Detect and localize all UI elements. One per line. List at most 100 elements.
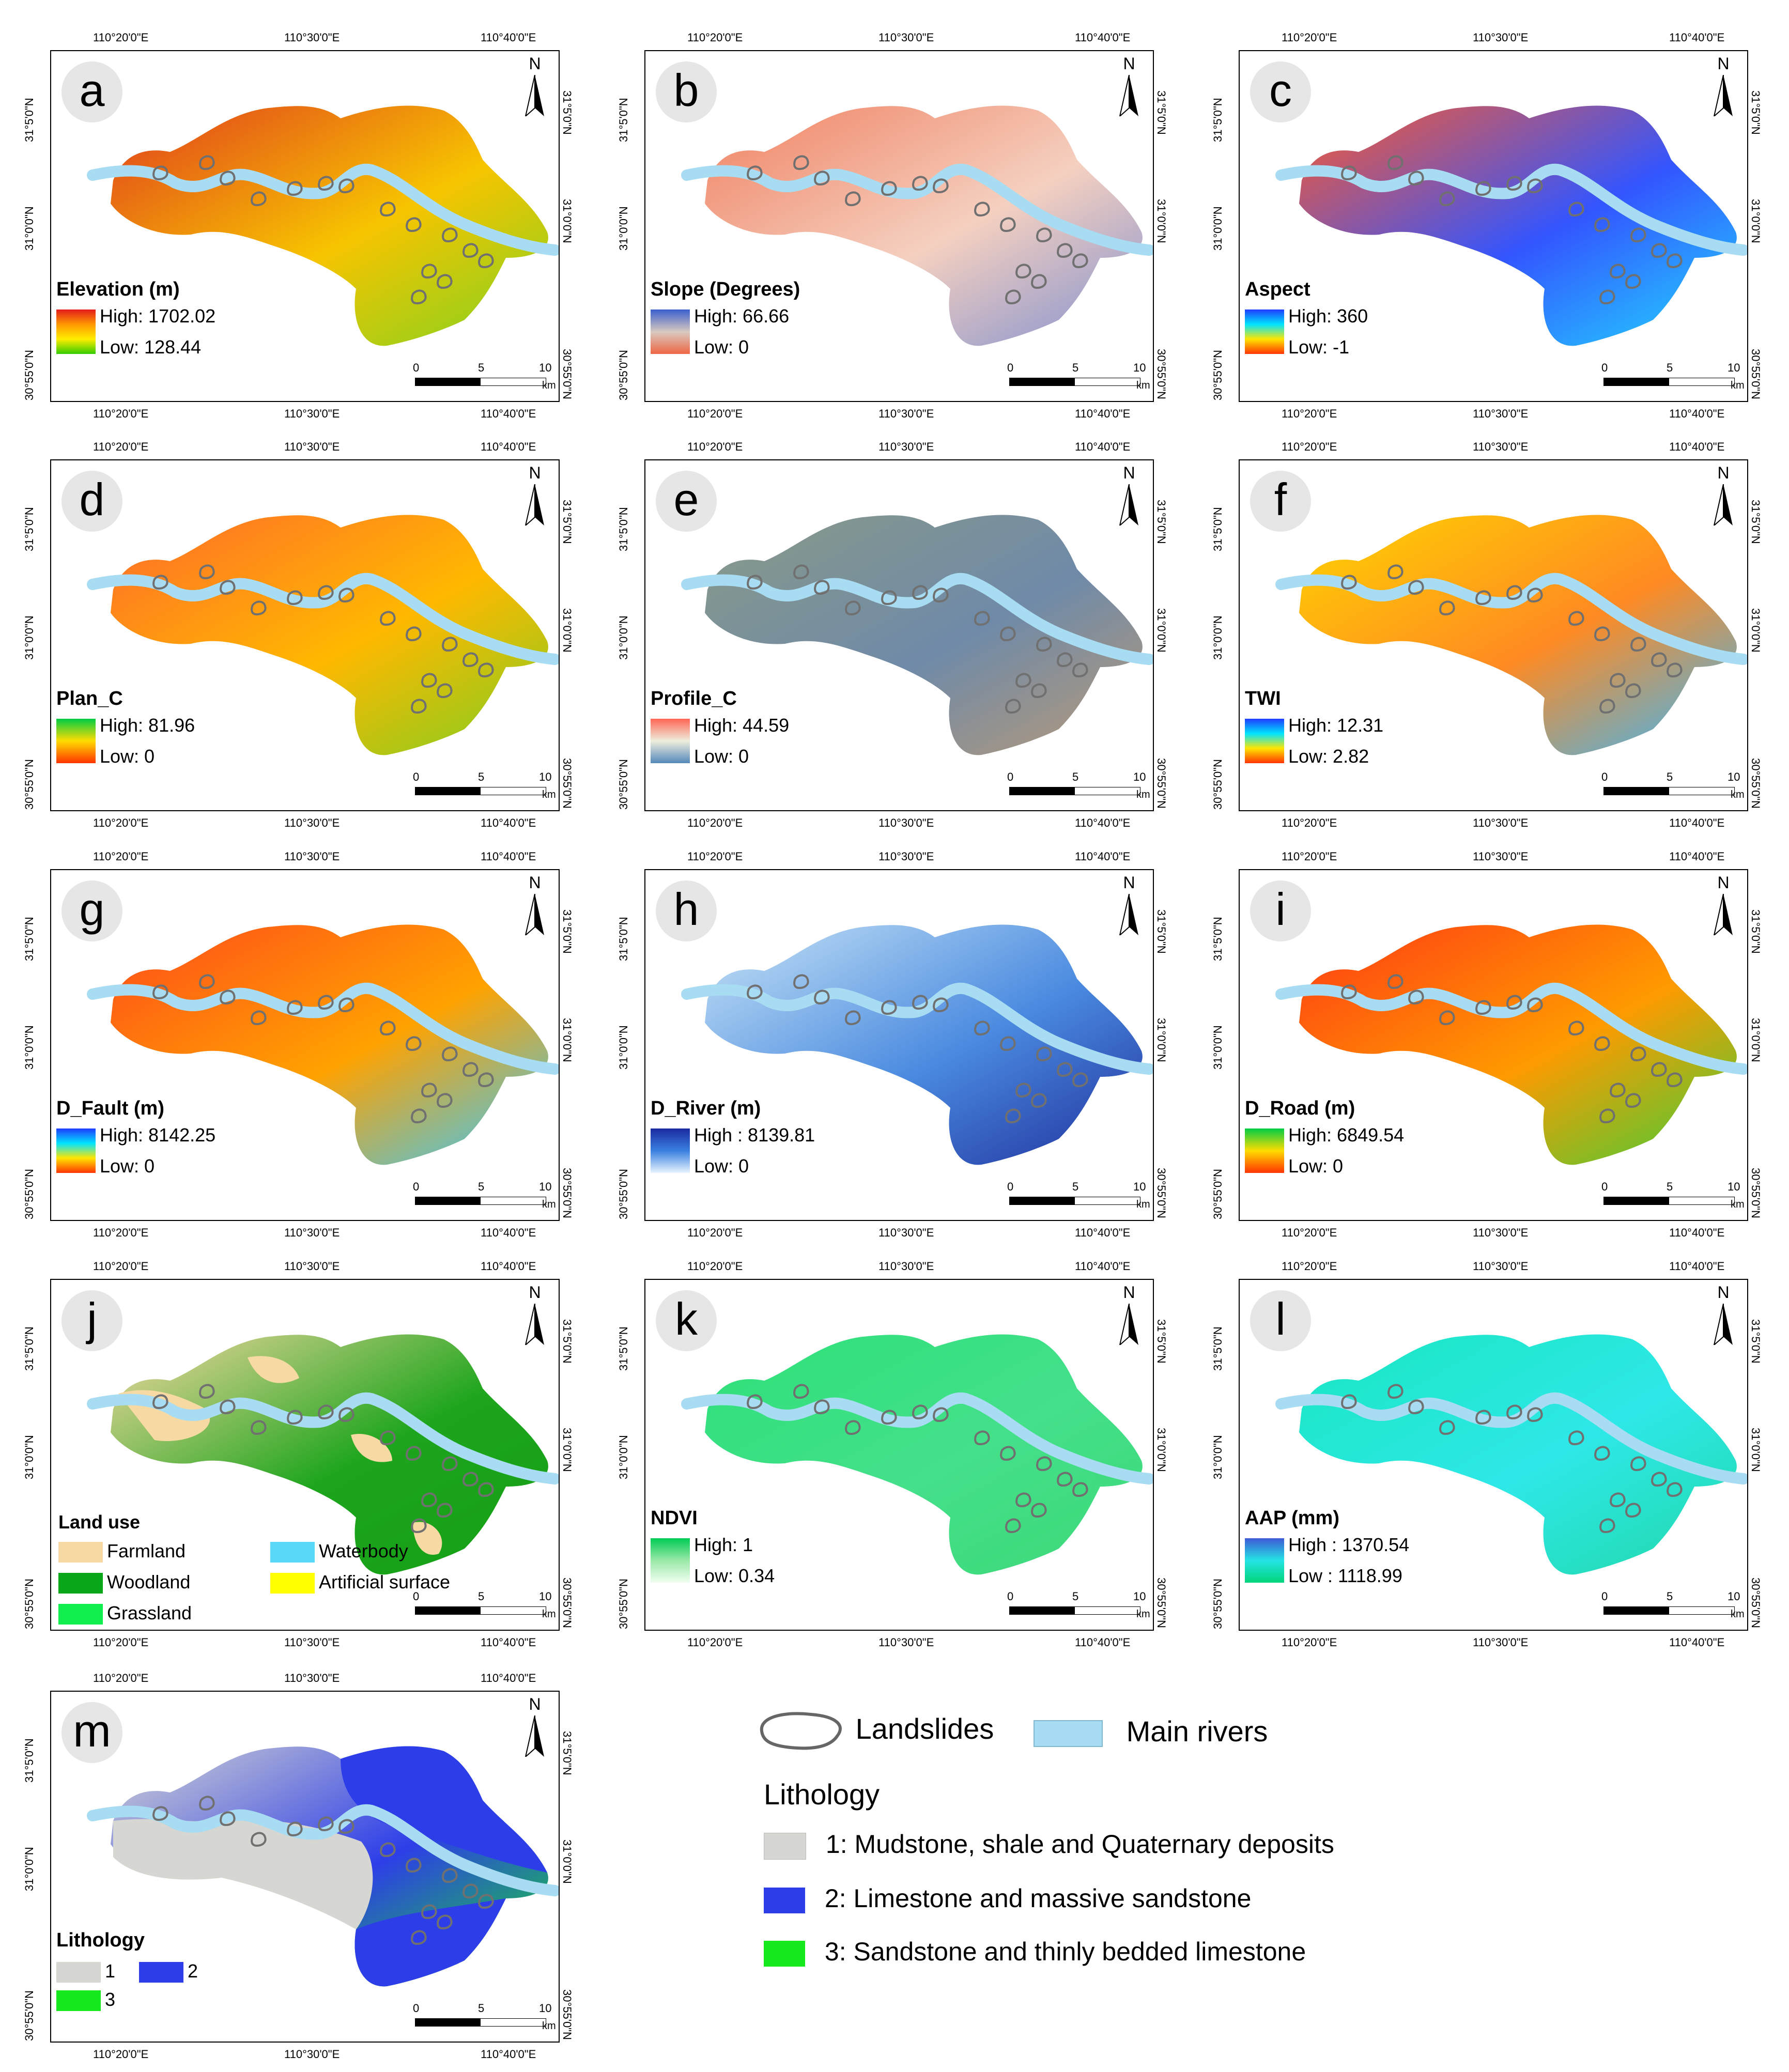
legend-landslides-row: Landslides bbox=[754, 1705, 994, 1757]
lat-tick-label: 30°55'0"N bbox=[23, 1169, 36, 1219]
landslide-polygon bbox=[152, 575, 168, 590]
legend-title: Profile_C bbox=[651, 688, 737, 709]
lon-tick-label: 110°20'0"E bbox=[687, 816, 743, 829]
landslide-polygon bbox=[442, 227, 458, 243]
landslide-polygon bbox=[152, 1394, 168, 1410]
north-label: N bbox=[1717, 1283, 1730, 1302]
north-arrow-icon: N bbox=[519, 1695, 550, 1762]
lat-tick-label: 30°55'0"N bbox=[617, 759, 630, 810]
landslide-polygon bbox=[478, 662, 494, 678]
lon-tick-label: 110°20'0"E bbox=[93, 1636, 149, 1649]
landslide-polygon bbox=[1005, 1518, 1021, 1534]
landslide-polygon bbox=[199, 1384, 215, 1399]
lithology-legend-item: 1 bbox=[56, 1960, 115, 1983]
lithology-3-label: 3: Sandstone and thinly bedded limestone bbox=[824, 1937, 1306, 1966]
scale-label: 0 bbox=[413, 1590, 420, 1603]
landslide-polygon bbox=[318, 176, 334, 191]
lon-tick-label: 110°40'0"E bbox=[481, 1260, 536, 1273]
scale-label: 10 bbox=[1133, 1180, 1146, 1193]
scale-bar-graphic bbox=[415, 378, 546, 386]
landslide-polygon bbox=[793, 564, 809, 580]
lat-tick-label: 31°5'0"N bbox=[1155, 500, 1168, 544]
scale-bar: 0 5 10 km bbox=[1007, 770, 1150, 807]
scale-bar-graphic bbox=[1603, 378, 1735, 386]
lithology-1-swatch bbox=[764, 1832, 806, 1860]
scale-bar: 0 5 10 km bbox=[1007, 361, 1150, 397]
north-arrow-icon: N bbox=[519, 54, 550, 121]
lithology-2-swatch bbox=[764, 1887, 805, 1913]
lat-tick-label: 31°0'0"N bbox=[1211, 1435, 1224, 1479]
lat-tick-label: 31°0'0"N bbox=[617, 615, 630, 660]
lat-tick-label: 31°5'0"N bbox=[617, 507, 630, 551]
lat-tick-label: 31°0'0"N bbox=[23, 1025, 36, 1070]
scale-bar: 0 5 10 km bbox=[1601, 1180, 1745, 1216]
lon-tick-label: 110°40'0"E bbox=[481, 1636, 536, 1649]
scale-label: 0 bbox=[1601, 1590, 1608, 1603]
landslide-polygon bbox=[1527, 178, 1543, 194]
legend-title: NDVI bbox=[651, 1507, 698, 1529]
scale-bar: 0 5 10 km bbox=[413, 1180, 556, 1216]
legend-high-value: High: 8142.25 bbox=[100, 1124, 216, 1146]
lon-tick-label: 110°40'0"E bbox=[1669, 407, 1725, 420]
landslide-polygon bbox=[406, 1446, 422, 1461]
lat-tick-label: 30°55'0"N bbox=[1155, 758, 1168, 809]
landslide-polygon bbox=[793, 1384, 809, 1399]
landuse-swatch bbox=[58, 1573, 103, 1594]
landslide-polygon bbox=[1387, 974, 1404, 989]
panel-letter-badge: e bbox=[656, 471, 717, 532]
legend-rivers-row: Main rivers bbox=[1034, 1714, 1268, 1748]
landslide-polygon bbox=[251, 600, 267, 616]
scale-label: 5 bbox=[1072, 361, 1079, 374]
landslide-polygon bbox=[442, 1456, 458, 1472]
legend-color-ramp bbox=[56, 719, 96, 763]
lon-tick-label: 110°20'0"E bbox=[93, 816, 149, 829]
legend-low-value: Low: -1 bbox=[1288, 336, 1350, 358]
lon-tick-label: 110°40'0"E bbox=[1075, 1636, 1131, 1649]
landslide-polygon bbox=[747, 165, 763, 181]
lat-tick-label: 31°0'0"N bbox=[1211, 1025, 1224, 1070]
lat-tick-label: 31°0'0"N bbox=[561, 1018, 574, 1062]
landslide-polygon bbox=[152, 165, 168, 181]
lon-tick-label: 110°20'0"E bbox=[1282, 816, 1337, 829]
landuse-legend-title: Land use bbox=[58, 1511, 141, 1533]
scale-label: 5 bbox=[1667, 1590, 1673, 1603]
lat-tick-label: 31°5'0"N bbox=[561, 909, 574, 954]
landslide-polygon bbox=[406, 626, 422, 642]
landslide-polygon bbox=[793, 155, 809, 171]
legend-title: Elevation (m) bbox=[56, 279, 180, 300]
landslide-polygon bbox=[1057, 1472, 1073, 1487]
landslide-polygon bbox=[1610, 1083, 1626, 1098]
landslide-polygon bbox=[845, 1010, 861, 1026]
legend-low-value: Low: 0 bbox=[100, 1155, 155, 1177]
scale-unit: km bbox=[1731, 380, 1745, 391]
map-raster bbox=[87, 1746, 559, 1987]
landslide-polygon bbox=[1072, 662, 1088, 678]
landslide-polygon bbox=[437, 683, 453, 699]
landslide-polygon bbox=[845, 1420, 861, 1435]
map-panel-i: 110°20'0"E 110°30'0"E 110°40'0"E 110°20'0"E… bbox=[1209, 840, 1778, 1250]
legend-high-value: High: 1702.02 bbox=[100, 305, 216, 327]
scale-unit: km bbox=[542, 380, 556, 391]
map-panel-a: 110°20'0"E 110°30'0"E 110°40'0"E 110°20'0"E… bbox=[21, 21, 589, 431]
river-swatch bbox=[1034, 1720, 1103, 1748]
lon-tick-label: 110°20'0"E bbox=[93, 1226, 149, 1239]
scale-unit: km bbox=[1136, 380, 1150, 391]
landslide-polygon bbox=[1651, 1062, 1667, 1077]
landslide-polygon bbox=[251, 1832, 267, 1847]
lat-tick-label: 31°5'0"N bbox=[617, 1326, 630, 1371]
landslide-polygon bbox=[437, 1914, 453, 1930]
legend-lithology-3: 3: Sandstone and thinly bedded limestone bbox=[764, 1937, 1306, 1967]
lat-tick-label: 31°0'0"N bbox=[617, 1435, 630, 1479]
landslide-polygon bbox=[1015, 1083, 1031, 1098]
lon-tick-label: 110°40'0"E bbox=[1075, 816, 1131, 829]
lithology-swatch bbox=[56, 1990, 101, 2012]
landslide-polygon bbox=[1439, 600, 1455, 616]
landslide-polygon bbox=[338, 587, 354, 603]
lon-tick-label: 110°20'0"E bbox=[93, 407, 149, 420]
scale-unit: km bbox=[542, 1609, 556, 1620]
lon-tick-label: 110°30'0"E bbox=[878, 850, 934, 863]
landslide-polygon bbox=[318, 1404, 334, 1420]
lon-tick-label: 110°20'0"E bbox=[1282, 850, 1337, 863]
lon-tick-label: 110°40'0"E bbox=[1075, 440, 1131, 453]
lon-tick-label: 110°20'0"E bbox=[687, 31, 743, 44]
